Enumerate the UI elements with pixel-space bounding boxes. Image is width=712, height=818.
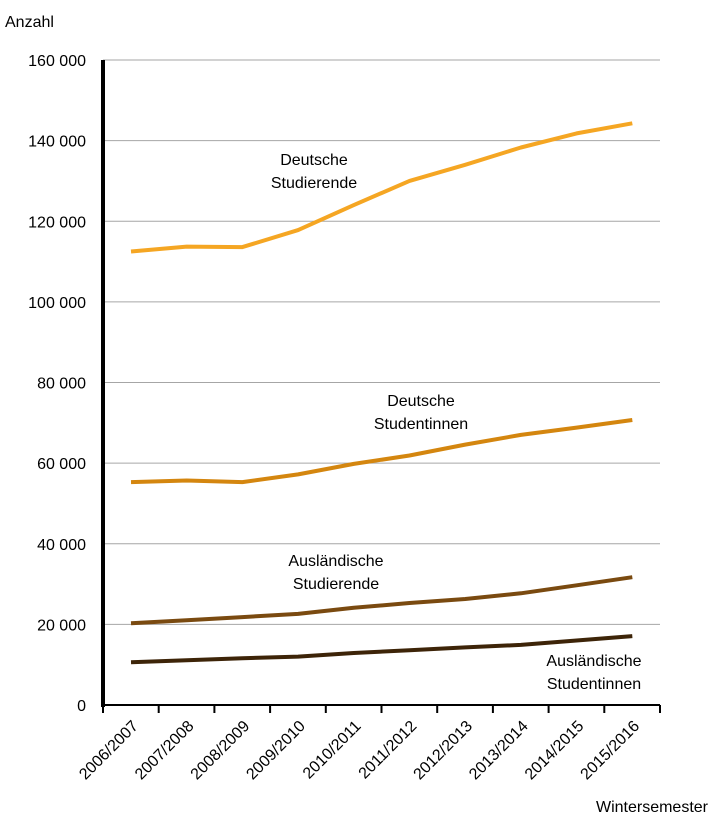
series-label: Studierende	[293, 576, 379, 593]
y-tick-label: 140 000	[28, 134, 86, 151]
y-tick-label: 60 000	[37, 456, 86, 473]
series-label: Ausländische	[288, 553, 383, 570]
series-line-0	[130, 121, 633, 254]
x-tick-label: 2006/2007	[76, 718, 142, 784]
y-axis-title: Anzahl	[5, 14, 54, 31]
x-tick-label: 2012/2013	[411, 718, 477, 784]
series-line-2	[130, 575, 633, 626]
x-tick-label: 2007/2008	[132, 718, 198, 784]
series-line-1	[130, 418, 633, 485]
x-tick-label: 2008/2009	[188, 718, 254, 784]
x-tick-label: 2010/2011	[300, 718, 365, 783]
series-label: Studentinnen	[547, 676, 641, 693]
x-tick-label: 2014/2015	[522, 718, 588, 784]
y-tick-label: 100 000	[28, 295, 86, 312]
x-tick-label: 2009/2010	[243, 718, 309, 784]
series-label: Deutsche	[387, 393, 455, 410]
series-label: Deutsche	[280, 152, 348, 169]
y-tick-label: 80 000	[37, 376, 86, 393]
y-tick-label: 160 000	[28, 53, 86, 70]
y-tick-label: 120 000	[28, 214, 86, 231]
series-label: Studierende	[271, 175, 357, 192]
series-line-3	[130, 634, 633, 665]
series-label: Ausländische	[546, 653, 641, 670]
y-tick-label: 40 000	[37, 537, 86, 554]
x-axis-title: Wintersemester	[596, 799, 709, 816]
y-tick-label: 20 000	[37, 617, 86, 634]
x-tick-label: 2015/2016	[578, 718, 644, 784]
x-tick-label: 2013/2014	[466, 718, 532, 784]
y-tick-label: 0	[77, 698, 86, 715]
series-label: Studentinnen	[374, 416, 468, 433]
